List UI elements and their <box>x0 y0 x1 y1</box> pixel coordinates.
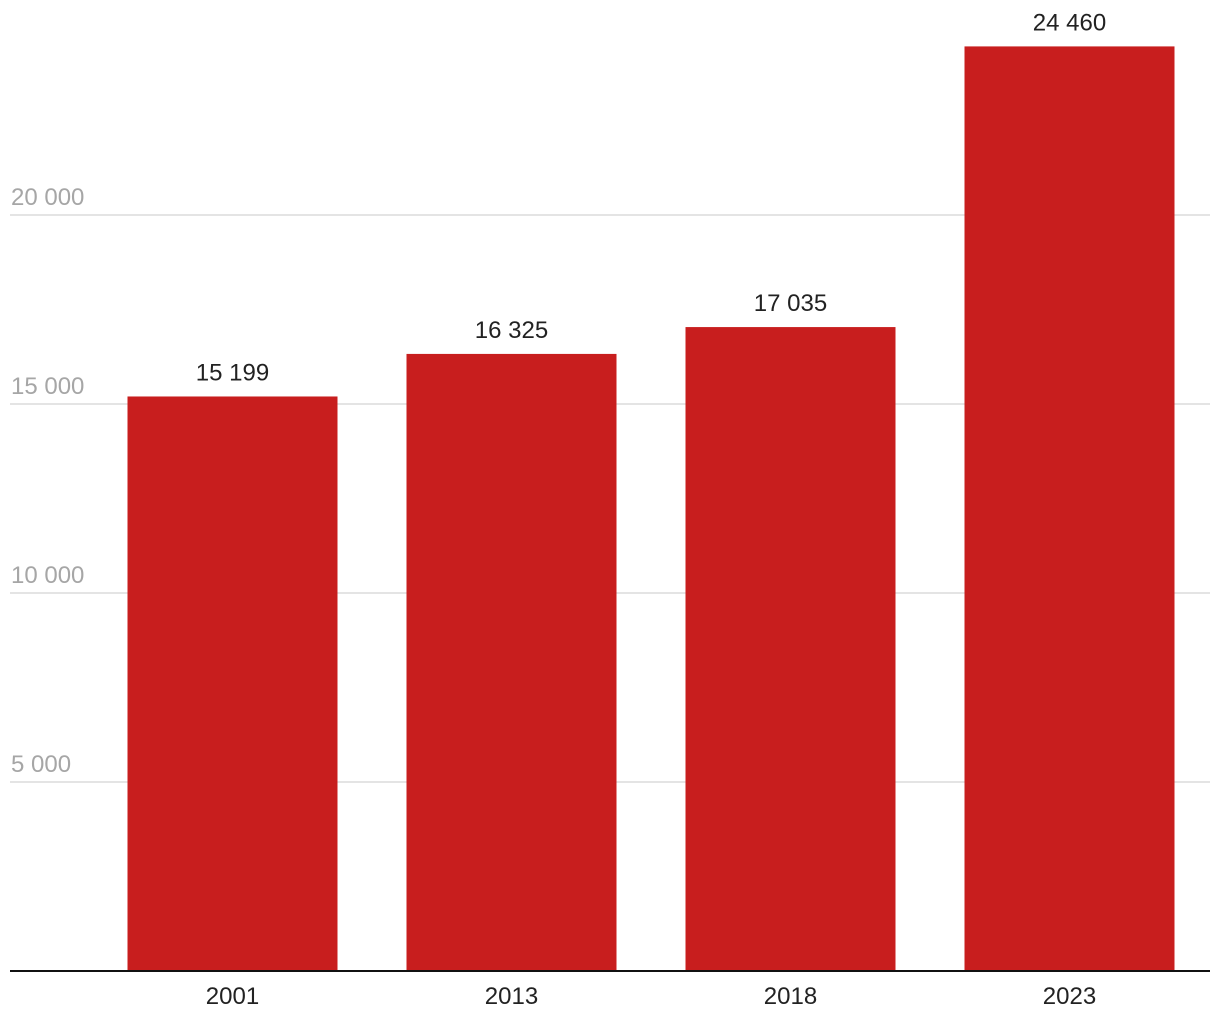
y-tick-label: 5 000 <box>11 751 71 778</box>
bar <box>406 353 617 971</box>
x-tick-label: 2018 <box>764 983 817 1010</box>
x-tick-label: 2023 <box>1043 983 1096 1010</box>
x-tick-label: 2001 <box>206 983 259 1010</box>
bar <box>964 46 1175 972</box>
data-label: 16 325 <box>475 317 548 344</box>
axes: 5 000 10 000 15 000 20 000 2001 2013 2018 2023 <box>10 184 1210 1010</box>
x-tick-label: 2013 <box>485 983 538 1010</box>
bar <box>127 396 338 972</box>
bars <box>127 46 1175 972</box>
y-tick-label: 15 000 <box>11 373 84 400</box>
bar <box>685 327 896 971</box>
data-label: 24 460 <box>1033 9 1106 36</box>
data-labels: 15 199 16 325 17 035 24 460 <box>196 9 1106 386</box>
y-tick-label: 20 000 <box>11 184 84 211</box>
data-label: 15 199 <box>196 359 269 386</box>
y-tick-label: 10 000 <box>11 562 84 589</box>
data-label: 17 035 <box>754 290 827 317</box>
